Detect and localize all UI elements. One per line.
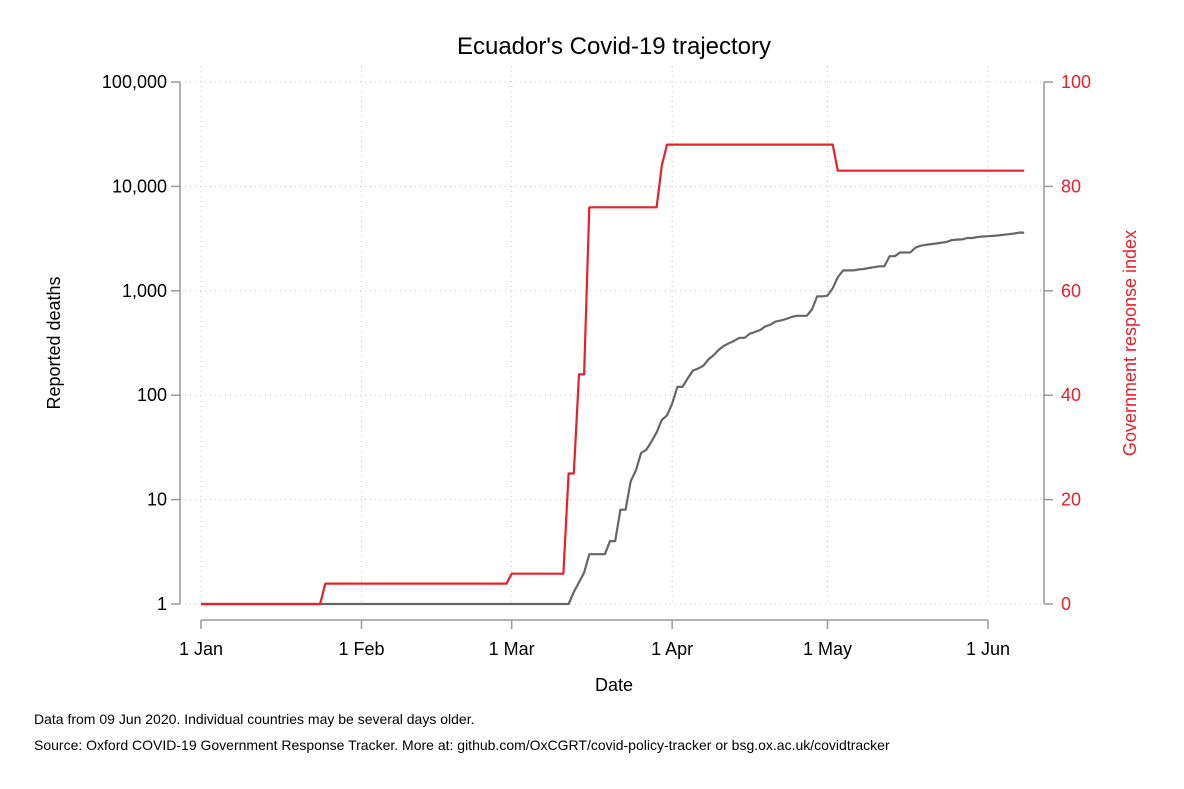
axes: [171, 81, 1053, 629]
y2-tick-label: 80: [1061, 176, 1081, 196]
y-tick-label: 100: [137, 385, 167, 405]
grid: [180, 66, 1044, 605]
y2-tick-label: 40: [1061, 385, 1081, 405]
y-tick-label: 1,000: [122, 281, 167, 301]
y2-tick-label: 60: [1061, 281, 1081, 301]
y2-axis-label: Government response index: [1120, 230, 1140, 456]
chart-title: Ecuador's Covid-19 trajectory: [457, 33, 771, 60]
x-tick-label: 1 Mar: [489, 639, 535, 659]
data-date-note: Data from 09 Jun 2020. Individual countr…: [34, 711, 475, 727]
x-tick-label: 1 Jun: [966, 639, 1010, 659]
y-tick-label: 1: [157, 594, 167, 614]
y2-tick-label: 0: [1061, 594, 1071, 614]
x-tick-label: 1 Apr: [651, 639, 693, 659]
y2-tick-label: 20: [1061, 490, 1081, 510]
reported-deaths-line: [201, 231, 1025, 606]
response-index-line: [201, 143, 1025, 606]
y-tick-label: 10,000: [112, 176, 167, 196]
tick-labels: 1 10 100 1,000 10,000 100,000 0 20 40 60 80 100 1 Ja…: [102, 72, 1091, 659]
source-note: Source: Oxford COVID-19 Government Respo…: [34, 737, 890, 753]
y-tick-label: 100,000: [102, 72, 167, 92]
x-tick-label: 1 Jan: [179, 639, 223, 659]
x-axis-label: Date: [595, 675, 633, 695]
y-axis-label: Reported deaths: [44, 276, 64, 409]
x-tick-label: 1 May: [803, 639, 852, 659]
x-tick-label: 1 Feb: [338, 639, 384, 659]
y2-tick-label: 100: [1061, 72, 1091, 92]
y-tick-label: 10: [147, 490, 167, 510]
series-lines: [201, 143, 1025, 606]
